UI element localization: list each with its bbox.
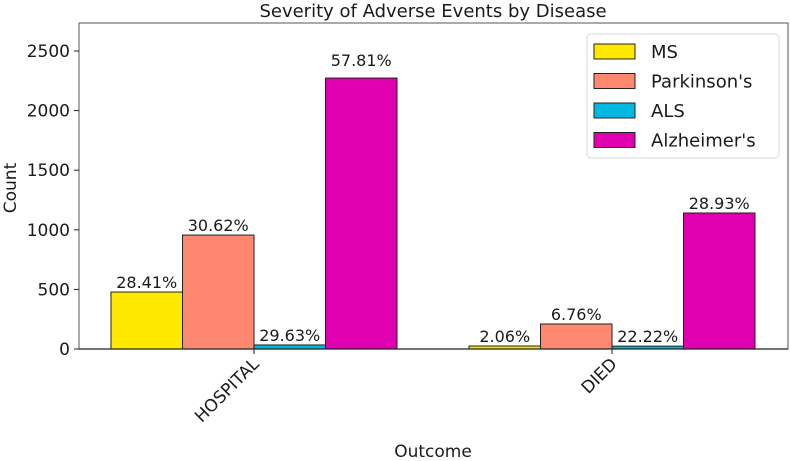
y-tick-label: 2500 xyxy=(27,42,70,62)
data-label: 57.81% xyxy=(331,51,392,70)
bar-hospital-alzheimers xyxy=(325,77,398,350)
legend-swatch-alzheimers xyxy=(593,132,636,148)
y-tick-label: 0 xyxy=(59,340,70,360)
data-label: 2.06% xyxy=(479,327,530,346)
y-tick-label: 2000 xyxy=(27,102,70,122)
y-tick-label: 1500 xyxy=(27,161,70,181)
x-tick-label: DIED xyxy=(578,354,622,398)
bar-hospital-ms xyxy=(110,291,183,350)
bars-layer xyxy=(110,77,756,350)
legend-label: MS xyxy=(651,42,678,63)
data-label: 28.41% xyxy=(116,273,177,292)
y-ticks-layer: 0 500 1000 1500 2000 2500 xyxy=(27,42,79,360)
data-label: 22.22% xyxy=(617,327,678,346)
data-label: 6.76% xyxy=(551,305,602,324)
data-label: 29.63% xyxy=(259,326,320,345)
x-axis-label: Outcome xyxy=(394,442,472,461)
data-label: 28.93% xyxy=(689,194,750,213)
y-tick-label: 500 xyxy=(38,280,70,300)
legend-label: Parkinson's xyxy=(651,72,752,93)
legend-swatch-als xyxy=(593,102,636,119)
legend-swatch-parkinsons xyxy=(593,73,636,89)
y-axis-label: Count xyxy=(1,162,21,213)
legend-label: ALS xyxy=(651,101,685,122)
chart-title: Severity of Adverse Events by Disease xyxy=(259,1,606,22)
bar-died-parkinsons xyxy=(540,323,613,350)
x-ticks-layer: HOSPITAL DIED xyxy=(191,349,622,427)
x-tick-label: HOSPITAL xyxy=(191,354,264,427)
legend: MS Parkinson's ALS Alzheimer's xyxy=(586,33,780,159)
bar-hospital-als xyxy=(253,344,326,350)
legend-label: Alzheimer's xyxy=(651,131,756,152)
legend-swatch-ms xyxy=(593,43,636,60)
y-tick-label: 1000 xyxy=(27,221,70,241)
bar-died-alzheimers xyxy=(683,212,756,350)
data-label: 30.62% xyxy=(188,216,249,235)
data-labels-layer: 28.41% 30.62% 29.63% 57.81% 2.06% 6.76% 22.22%… xyxy=(116,51,750,346)
legend-frame xyxy=(586,33,780,159)
bar-hospital-parkinsons xyxy=(182,234,255,350)
